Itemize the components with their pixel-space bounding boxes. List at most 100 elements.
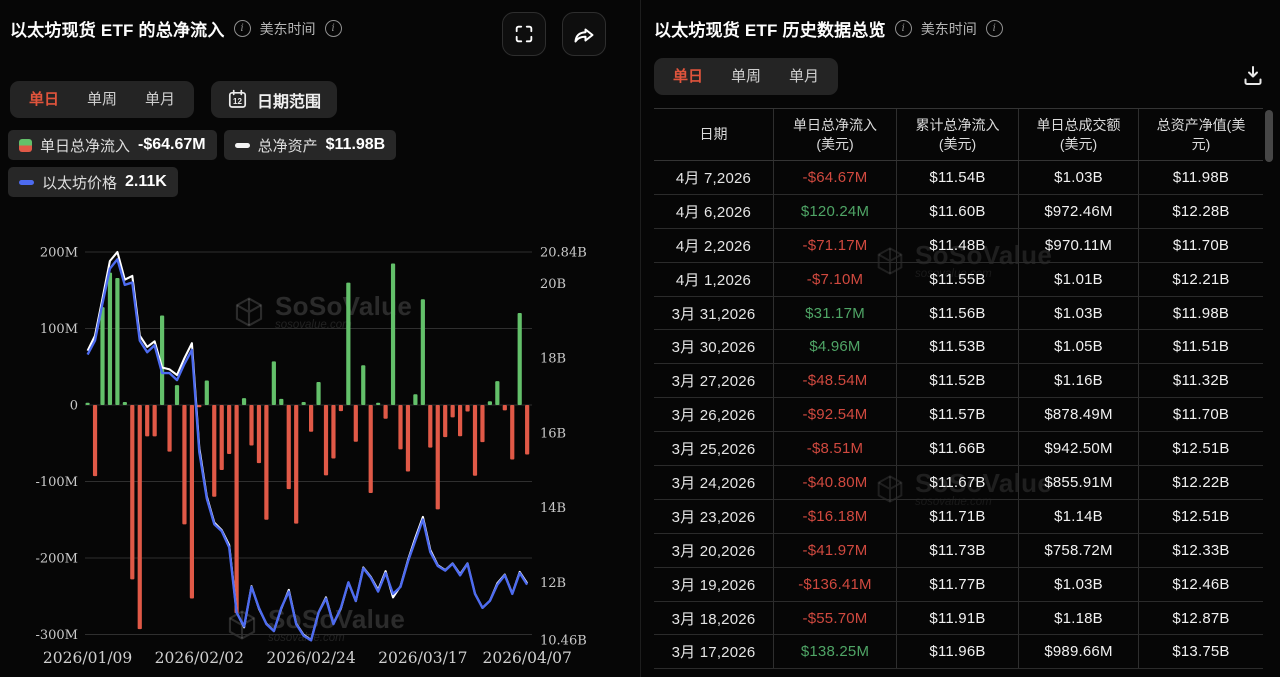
watermark-brand: SoSoValue	[275, 291, 413, 321]
blue-dash-icon	[19, 179, 34, 185]
cell-daily-volume: $942.50M	[1019, 432, 1139, 466]
svg-text:100M: 100M	[40, 322, 78, 337]
cell-date: 3月 17,2026	[654, 635, 774, 669]
cell-cumulative-flow: $11.73B	[897, 533, 1019, 567]
tab-weekly[interactable]: 单周	[87, 91, 118, 108]
cell-daily-volume: $758.72M	[1019, 533, 1139, 567]
gridlines	[85, 251, 532, 635]
watermark-domain: sosovalue.com	[268, 632, 345, 644]
fullscreen-button[interactable]	[502, 12, 546, 56]
cell-cumulative-flow: $11.52B	[897, 364, 1019, 398]
share-button[interactable]	[562, 12, 606, 56]
timezone-label: 美东时间	[259, 20, 316, 37]
cell-daily-net-flow: $120.24M	[774, 194, 897, 228]
cell-cumulative-flow: $11.56B	[897, 296, 1019, 330]
cell-cumulative-flow: $11.91B	[897, 601, 1019, 635]
download-button[interactable]	[1237, 60, 1269, 92]
svg-text:-200M: -200M	[35, 552, 78, 567]
cell-nav: $11.70B	[1172, 236, 1230, 254]
table-row: 3月 20,2026 -$41.97M $11.73B $758.72M $12.33B	[654, 533, 1263, 568]
date-range-label: 日期范围	[257, 93, 322, 111]
info-icon[interactable]: i	[324, 20, 342, 37]
tab-weekly[interactable]: 单周	[731, 68, 762, 85]
cell-date: 3月 31,2026	[654, 296, 774, 330]
table-row: 3月 19,2026 -$136.41M $11.77B $1.03B $12.46B	[654, 567, 1263, 602]
cell-date: 4月 6,2026	[654, 194, 774, 228]
cell-daily-volume: $1.03B	[1019, 567, 1139, 601]
legend-row-2: 以太坊价格 2.11K	[8, 167, 178, 197]
info-icon[interactable]: i	[894, 20, 912, 37]
table-title: 以太坊现货 ETF 历史数据总览	[654, 21, 886, 40]
cell-date: 4月 2,2026	[654, 228, 774, 262]
svg-text:20B: 20B	[540, 277, 566, 292]
cell-date: 4月 7,2026	[654, 161, 774, 194]
legend-daily-net-flow[interactable]: 单日总净流入 -$64.67M	[8, 130, 217, 160]
cell-daily-net-flow: -$136.41M	[774, 567, 897, 601]
table-row: 4月 1,2026 -$7.10M $11.55B $1.01B $12.21B	[654, 262, 1263, 297]
svg-text:-300M: -300M	[35, 628, 78, 643]
cell-daily-volume: $970.11M	[1019, 228, 1139, 262]
legend-label: 以太坊价格	[42, 174, 118, 192]
table-row: 3月 24,2026 -$40.80M $11.67B $855.91M $12.22B	[654, 466, 1263, 500]
period-tabs: 单日 单周 单月	[10, 81, 195, 118]
svg-text:12B: 12B	[540, 576, 566, 591]
svg-text:200M: 200M	[40, 246, 78, 261]
table-body: 4月 7,2026 -$64.67M $11.54B $1.03B $11.98B 4月 …	[654, 161, 1263, 670]
column-header-cumulative-flow: 累计总净流入 (美元)	[897, 109, 1019, 160]
info-icon[interactable]: i	[985, 20, 1003, 37]
cell-cumulative-flow: $11.66B	[897, 432, 1019, 466]
table-row: 3月 23,2026 -$16.18M $11.71B $1.14B $12.51B	[654, 499, 1263, 534]
cell-daily-volume: $855.91M	[1019, 466, 1139, 499]
svg-text:20.84B: 20.84B	[540, 246, 587, 261]
cell-date: 3月 18,2026	[654, 601, 774, 635]
svg-text:10.46B: 10.46B	[540, 634, 587, 649]
cell-daily-volume: $1.01B	[1019, 262, 1139, 296]
cell-daily-net-flow: -$55.70M	[774, 601, 897, 635]
cell-date: 3月 20,2026	[654, 533, 774, 567]
timezone-label: 美东时间	[920, 20, 977, 37]
tab-daily[interactable]: 单日	[29, 91, 60, 108]
cell-daily-net-flow: $31.17M	[774, 296, 897, 330]
calendar-icon: 12	[228, 89, 247, 108]
cell-nav: $12.22B	[1172, 473, 1230, 491]
white-dash-icon	[234, 142, 250, 148]
column-header-daily-volume: 单日总成交额 (美元)	[1019, 109, 1139, 160]
sosovalue-logo-icon	[228, 610, 256, 640]
tab-daily[interactable]: 单日	[673, 68, 704, 85]
date-range-button[interactable]: 12 日期范围	[211, 81, 338, 118]
cell-nav: $13.75B	[1172, 643, 1230, 661]
cell-date: 4月 1,2026	[654, 262, 774, 296]
cell-date: 3月 25,2026	[654, 432, 774, 466]
legend-eth-price[interactable]: 以太坊价格 2.11K	[8, 167, 178, 197]
column-header-date: 日期	[654, 109, 774, 160]
cell-nav: $12.51B	[1172, 507, 1230, 525]
cell-cumulative-flow: $11.55B	[897, 262, 1019, 296]
x-axis-labels: 2026/01/09 2026/02/02 2026/02/24 2026/03/17…	[43, 649, 572, 667]
cell-date: 3月 23,2026	[654, 499, 774, 533]
fullscreen-icon	[515, 25, 533, 43]
line-total-net-assets	[86, 250, 528, 642]
tab-monthly[interactable]: 单月	[145, 91, 176, 108]
table-row: 3月 27,2026 -$48.54M $11.52B $1.16B $11.32B	[654, 364, 1263, 399]
cell-cumulative-flow: $11.57B	[897, 398, 1019, 432]
cell-daily-volume: $972.46M	[1019, 194, 1139, 228]
cell-daily-volume: $1.03B	[1019, 161, 1139, 194]
cell-nav: $12.28B	[1172, 202, 1230, 220]
svg-text:-100M: -100M	[35, 475, 78, 490]
bars-daily-net-flow	[85, 263, 530, 630]
cell-cumulative-flow: $11.54B	[897, 161, 1019, 194]
cell-daily-volume: $878.49M	[1019, 398, 1139, 432]
tab-monthly[interactable]: 单月	[789, 68, 820, 85]
table-row: 4月 7,2026 -$64.67M $11.54B $1.03B $11.98B	[654, 161, 1263, 195]
table-scrollbar-thumb[interactable]	[1265, 110, 1273, 162]
info-icon[interactable]: i	[233, 20, 251, 37]
legend-value: 2.11K	[125, 173, 167, 190]
cell-daily-net-flow: $138.25M	[774, 635, 897, 669]
legend-row-1: 单日总净流入 -$64.67M 总净资产 $11.98B	[8, 130, 397, 160]
cell-nav: $11.51B	[1172, 338, 1230, 356]
table-header: 日期 单日总净流入 (美元) 累计总净流入 (美元) 单日总成交额 (美元) 总…	[654, 108, 1263, 161]
table-row: 3月 26,2026 -$92.54M $11.57B $878.49M $11.70B	[654, 398, 1263, 433]
table-row: 3月 25,2026 -$8.51M $11.66B $942.50M $12.51B	[654, 432, 1263, 467]
legend-label: 单日总净流入	[40, 137, 131, 155]
legend-total-net-assets[interactable]: 总净资产 $11.98B	[223, 130, 397, 160]
